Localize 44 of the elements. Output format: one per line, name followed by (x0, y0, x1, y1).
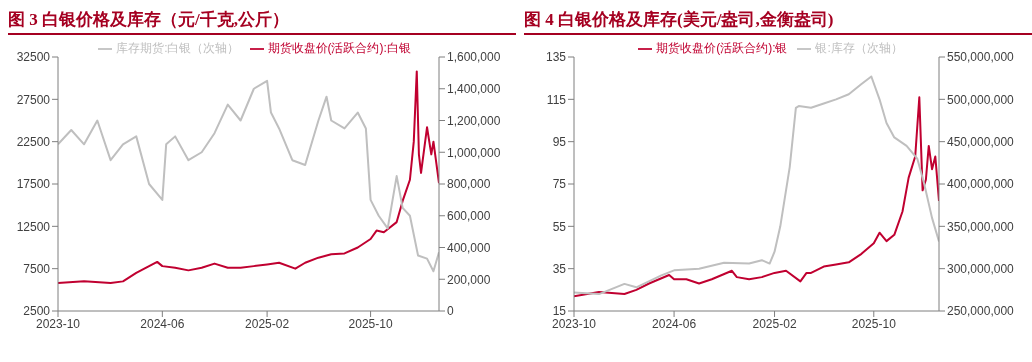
y2-tick-label: 1,200,000 (447, 113, 501, 128)
x-tick-label: 2023-10 (35, 316, 81, 331)
chart-title: 图 3 白银价格及库存（元/千克,公斤） (8, 8, 516, 35)
x-tick-label: 2025-10 (851, 316, 897, 331)
y2-tick-label: 400,000 (447, 240, 491, 255)
y2-tick-label: 800,000 (447, 177, 491, 192)
y-tick-label: 17500 (16, 177, 51, 192)
legend-label: 银:库存（次轴） (815, 41, 903, 55)
y2-tick-label: 250,000,000 (947, 304, 1015, 319)
x-tick-label: 2024-06 (652, 316, 697, 331)
y-tick-label: 135 (545, 50, 567, 65)
legend-label: 期货收盘价(活跃合约):白银 (267, 41, 411, 55)
y-tick-label: 32500 (16, 50, 51, 65)
y-tick-label: 115 (546, 92, 567, 107)
y-tick-label: 12500 (16, 219, 51, 234)
y2-tick-label: 1,000,000 (447, 145, 501, 160)
y2-tick-label: 200,000 (447, 272, 491, 287)
x-tick-label: 2023-10 (551, 316, 597, 331)
legend-label: 库存期货:白银（次轴） (116, 41, 240, 55)
y-tick-label: 35 (552, 261, 567, 276)
chart-title: 图 4 白银价格及库存(美元/盎司,金衡盎司) (524, 8, 1032, 35)
y2-tick-label: 1,400,000 (447, 82, 501, 97)
y2-tick-label: 600,000 (447, 209, 491, 224)
y2-tick-label: 450,000,000 (947, 134, 1015, 149)
y-tick-label: 55 (552, 219, 567, 234)
legend-label: 期货收盘价(活跃合约):银 (656, 41, 788, 55)
x-tick-label: 2025-02 (245, 316, 290, 331)
y-tick-label: 22500 (16, 134, 51, 149)
y2-tick-label: 400,000,000 (947, 177, 1015, 192)
x-tick-label: 2024-06 (140, 316, 185, 331)
y2-tick-label: 0 (447, 304, 454, 319)
y-tick-label: 95 (552, 134, 567, 149)
x-tick-label: 2025-10 (348, 316, 393, 331)
y-tick-label: 27500 (16, 92, 51, 107)
y-tick-label: 2500 (23, 304, 51, 319)
y2-tick-label: 350,000,000 (947, 219, 1015, 234)
y2-tick-label: 1,600,000 (447, 50, 501, 65)
y-tick-label: 7500 (23, 261, 51, 276)
x-tick-label: 2025-02 (752, 316, 797, 331)
y2-tick-label: 500,000,000 (947, 92, 1015, 107)
y2-tick-label: 550,000,000 (947, 50, 1015, 65)
y2-tick-label: 300,000,000 (947, 261, 1015, 276)
y-tick-label: 75 (552, 177, 567, 192)
y-tick-label: 15 (552, 304, 567, 319)
